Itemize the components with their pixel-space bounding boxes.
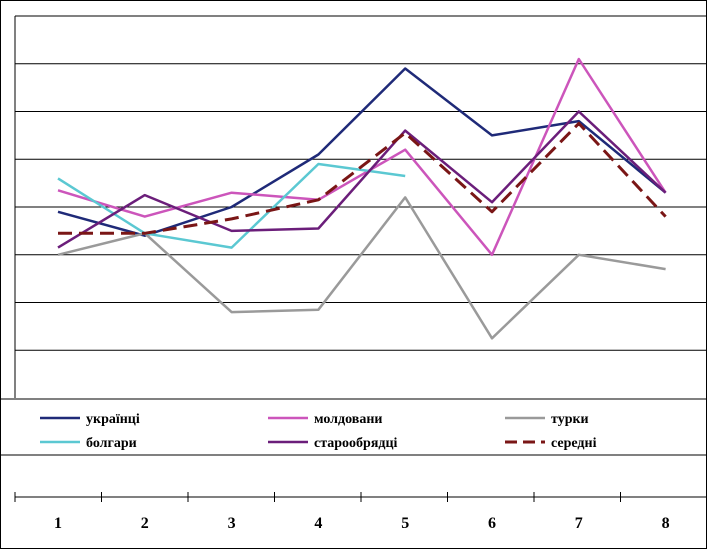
x-tick-label: 3 (228, 515, 236, 532)
legend-label: болгари (86, 436, 137, 451)
x-tick-label: 1 (54, 515, 62, 532)
legend-label: старообрядці (314, 436, 398, 451)
x-tick-label: 6 (488, 515, 496, 532)
legend-label: молдовани (314, 412, 382, 427)
x-tick-label: 2 (141, 515, 149, 532)
x-tick-label: 7 (575, 515, 583, 532)
legend-label: турки (551, 412, 589, 427)
x-tick-label: 8 (662, 515, 670, 532)
x-tick-label: 5 (401, 515, 409, 532)
x-tick-label: 4 (314, 515, 322, 532)
legend-label: українці (86, 412, 140, 427)
legend-label: середні (551, 436, 597, 451)
